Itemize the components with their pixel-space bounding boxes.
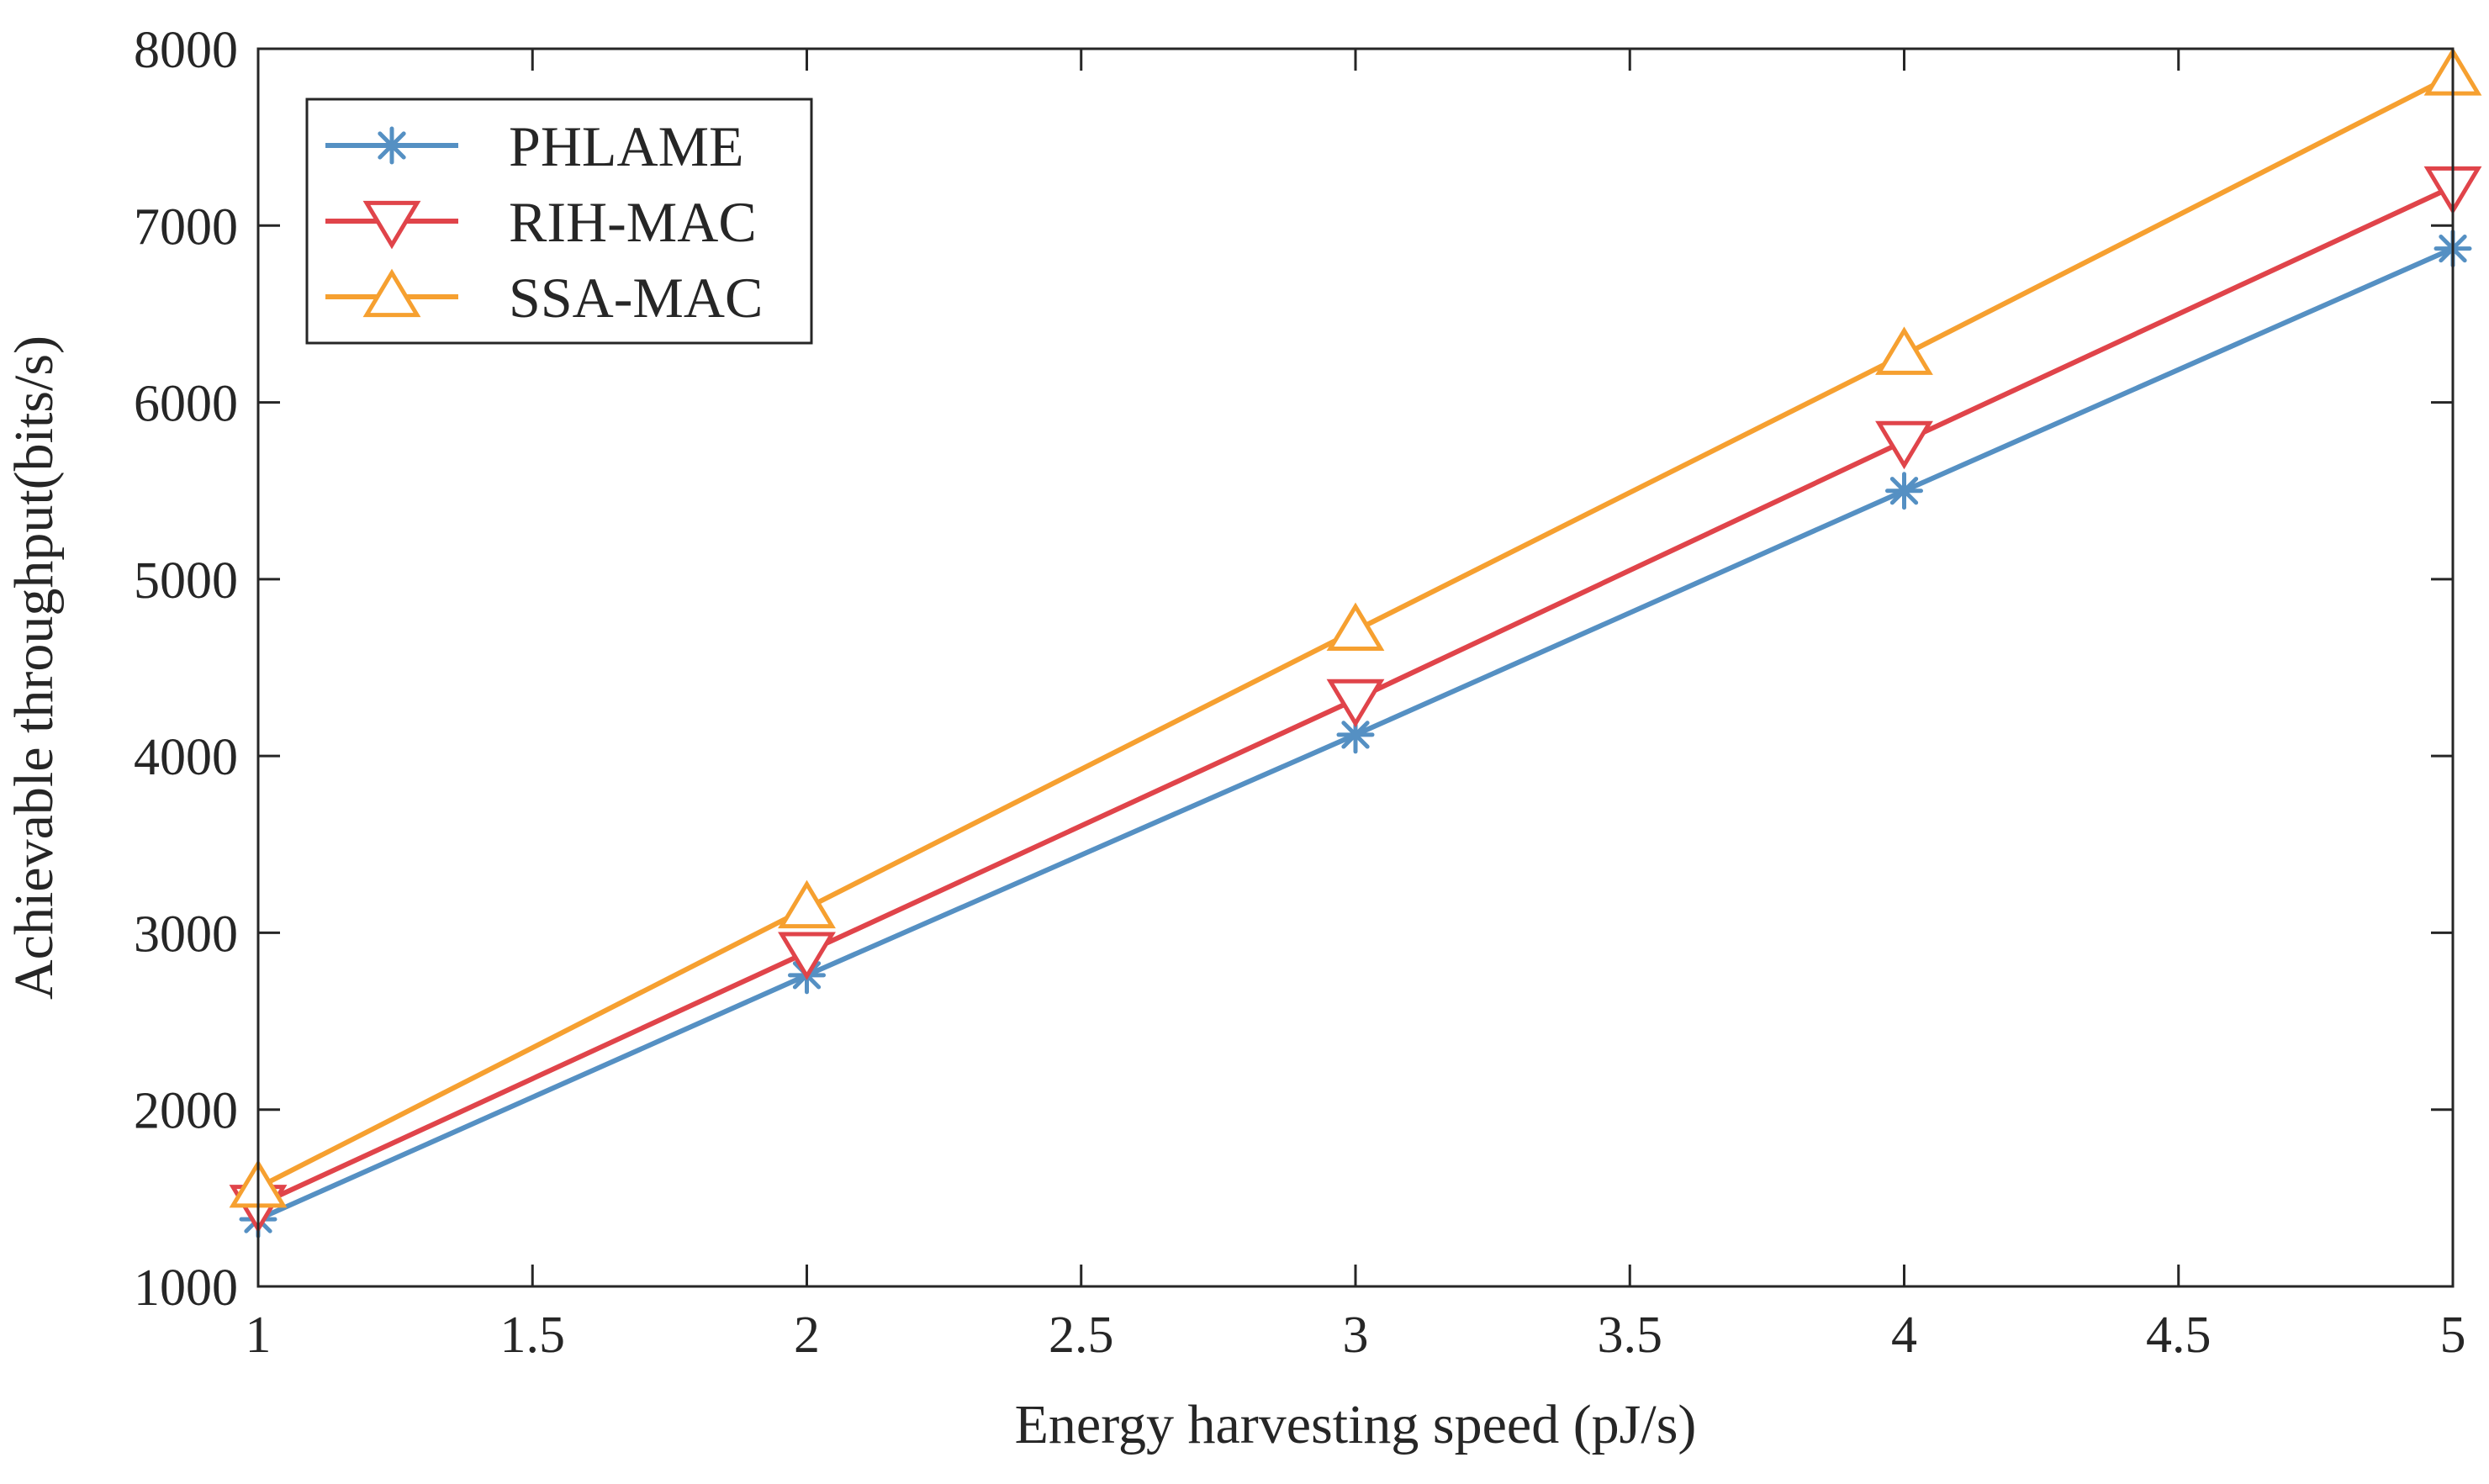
legend-label-phlame: PHLAME bbox=[509, 114, 744, 178]
x-tick-label: 3 bbox=[1343, 1307, 1369, 1364]
x-tick-label: 1.5 bbox=[500, 1307, 566, 1364]
legend-marker-phlame bbox=[373, 126, 411, 165]
data-point-rih-mac bbox=[1326, 679, 1385, 728]
y-tick-label: 8000 bbox=[134, 22, 238, 79]
x-axis-label: Energy harvesting speed (pJ/s) bbox=[1015, 1394, 1697, 1455]
y-tick-label: 6000 bbox=[134, 376, 238, 433]
data-point-ssa-mac bbox=[1875, 326, 1933, 375]
legend-marker-ssa-mac bbox=[362, 268, 421, 318]
y-tick-label: 2000 bbox=[134, 1083, 238, 1140]
y-tick-label: 3000 bbox=[134, 906, 238, 963]
x-tick-label: 3.5 bbox=[1598, 1307, 1663, 1364]
legend-marker-rih-mac bbox=[362, 200, 421, 250]
tick-layer: 1 1.5 2 2.5 3 3.5 4 4.5 5 1000 2000 3000 4000 5000 600… bbox=[134, 22, 2466, 1364]
x-tick-label: 2.5 bbox=[1049, 1307, 1114, 1364]
y-axis-label: Achievable throughput(bits/s) bbox=[3, 335, 65, 1000]
y-tick-label: 7000 bbox=[134, 198, 238, 256]
data-point-ssa-mac bbox=[778, 879, 836, 929]
x-tick-label: 1 bbox=[246, 1307, 272, 1364]
x-tick-label: 2 bbox=[794, 1307, 820, 1364]
y-tick-label: 1000 bbox=[134, 1260, 238, 1317]
series-phlame bbox=[239, 230, 2472, 1238]
data-point-rih-mac bbox=[778, 932, 836, 980]
data-point-phlame bbox=[1885, 472, 1923, 510]
x-tick-label: 5 bbox=[2440, 1307, 2466, 1364]
x-tick-label: 4 bbox=[1891, 1307, 1917, 1364]
legend-label-ssa-mac: SSA-MAC bbox=[509, 266, 763, 330]
y-tick-label: 4000 bbox=[134, 729, 238, 786]
y-tick-label: 5000 bbox=[134, 552, 238, 610]
data-point-ssa-mac bbox=[1326, 602, 1385, 651]
legend-label-rih-mac: RIH-MAC bbox=[509, 190, 757, 254]
series-layer bbox=[229, 47, 2482, 1238]
x-tick-label: 4.5 bbox=[2146, 1307, 2212, 1364]
data-point-rih-mac bbox=[1875, 420, 1933, 470]
legend: PHLAME RIH-MAC SSA-MAC bbox=[305, 98, 813, 345]
